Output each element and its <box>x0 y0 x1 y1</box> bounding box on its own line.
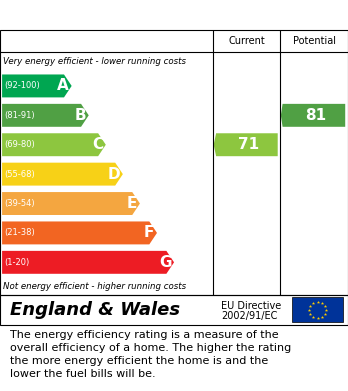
Text: The energy efficiency rating is a measure of the
overall efficiency of a home. T: The energy efficiency rating is a measur… <box>10 330 292 379</box>
Text: G: G <box>159 255 171 270</box>
Text: Potential: Potential <box>293 36 336 47</box>
Text: F: F <box>144 226 154 240</box>
Text: Current: Current <box>229 36 265 47</box>
Polygon shape <box>2 74 72 97</box>
Text: Not energy efficient - higher running costs: Not energy efficient - higher running co… <box>3 282 187 291</box>
Text: 2002/91/EC: 2002/91/EC <box>221 311 277 321</box>
Text: (21-38): (21-38) <box>4 228 35 237</box>
Polygon shape <box>281 104 345 127</box>
Text: (69-80): (69-80) <box>4 140 35 149</box>
Text: E: E <box>127 196 137 211</box>
Text: A: A <box>57 79 69 93</box>
Text: C: C <box>92 137 103 152</box>
Polygon shape <box>2 221 157 244</box>
Text: 81: 81 <box>306 108 326 123</box>
Text: England & Wales: England & Wales <box>10 301 181 319</box>
Text: (1-20): (1-20) <box>4 258 30 267</box>
Polygon shape <box>2 104 89 127</box>
Text: D: D <box>108 167 120 182</box>
Text: (92-100): (92-100) <box>4 81 40 90</box>
Polygon shape <box>2 163 123 186</box>
Polygon shape <box>2 251 174 274</box>
Text: Energy Efficiency Rating: Energy Efficiency Rating <box>9 8 219 23</box>
Text: (39-54): (39-54) <box>4 199 35 208</box>
Text: 71: 71 <box>238 137 260 152</box>
Text: EU Directive: EU Directive <box>221 301 281 311</box>
Polygon shape <box>2 133 106 156</box>
Text: (81-91): (81-91) <box>4 111 35 120</box>
Text: Very energy efficient - lower running costs: Very energy efficient - lower running co… <box>3 57 187 66</box>
Bar <box>292 298 343 322</box>
Polygon shape <box>214 133 278 156</box>
Text: B: B <box>74 108 86 123</box>
Text: (55-68): (55-68) <box>4 170 35 179</box>
Polygon shape <box>2 192 140 215</box>
